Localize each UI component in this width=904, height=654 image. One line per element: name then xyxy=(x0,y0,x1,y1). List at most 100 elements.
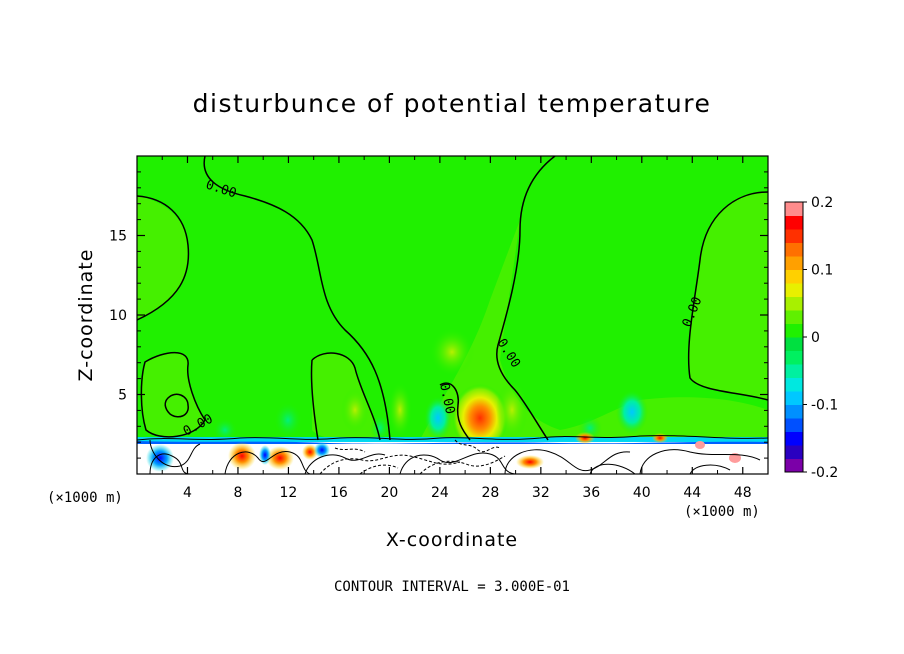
surface-cyan-band xyxy=(137,437,768,442)
colorbar-swatch xyxy=(785,310,803,324)
colorbar-swatch xyxy=(785,364,803,378)
surface-contour-d xyxy=(399,452,516,474)
colorbar-swatch xyxy=(785,337,803,351)
x-axis-label: X-coordinate xyxy=(386,529,518,551)
colorbar-swatch xyxy=(785,391,803,405)
x-tick-label: 40 xyxy=(633,485,651,501)
surface-orange-c xyxy=(302,444,318,460)
surface-orange-e xyxy=(575,432,595,444)
contour-mid-cell-b xyxy=(310,359,319,441)
cool-patch-c xyxy=(274,402,302,438)
colorbar-swatch xyxy=(785,229,803,243)
surface-red-a xyxy=(228,442,256,470)
x-tick-label: 36 xyxy=(582,485,600,501)
x-tick-label: 12 xyxy=(280,485,298,501)
contour-center-plume xyxy=(496,156,556,441)
surface-blue-b xyxy=(259,445,271,465)
x-axis: 4 8 12 16 20 24 28 32 36 40 44 48 xyxy=(161,156,752,501)
surface-pink-g xyxy=(695,441,705,449)
colorbar-swatch xyxy=(785,458,803,473)
contour-center-loop xyxy=(439,382,471,441)
y-tick-label: 5 xyxy=(118,388,127,404)
surface-red-d xyxy=(516,455,544,469)
shade-right-plume xyxy=(688,192,768,400)
warm-side-c xyxy=(341,388,369,432)
surface-contour-b xyxy=(224,451,311,474)
colorbar-tick-label: -0.2 xyxy=(811,465,838,481)
warm-patch xyxy=(430,328,474,376)
cool-patch-b xyxy=(616,390,648,434)
colorbar-tick-label: 0.2 xyxy=(811,195,833,211)
contour-label: 0.00 xyxy=(436,382,457,416)
warm-side-a xyxy=(496,380,528,440)
colorbar-tick-label: 0 xyxy=(811,330,820,346)
y-axis-label: Z-coordinate xyxy=(75,249,97,382)
colorbar-swatch xyxy=(785,215,803,230)
x-tick-label: 32 xyxy=(532,485,550,501)
surface-contour-c xyxy=(304,453,386,474)
contour-interval-note: CONTOUR INTERVAL = 3.000E-01 xyxy=(334,579,570,595)
dashed-contour-e xyxy=(334,447,366,453)
colorbar-swatch xyxy=(785,431,803,446)
dashed-contour-b xyxy=(359,464,399,474)
colorbar-swatch xyxy=(785,256,803,270)
x-tick-label: 24 xyxy=(431,485,449,501)
surface-contour-a xyxy=(149,453,191,474)
colorbar-tick-label: -0.1 xyxy=(811,398,838,414)
colorbar-swatch xyxy=(785,283,803,297)
colorbar-swatch xyxy=(785,404,803,419)
colorbar-swatch xyxy=(785,269,803,284)
x-tick-label: 4 xyxy=(183,485,192,501)
colorbar-swatch xyxy=(785,418,803,432)
shade-upper-left xyxy=(137,196,189,320)
y-axis: 5 10 15 xyxy=(109,171,768,459)
colorbar: 0.2 0.1 0 -0.1 -0.2 xyxy=(784,195,838,481)
x-tick-label: 8 xyxy=(233,485,242,501)
surface-pink-f xyxy=(729,453,741,463)
contour-top-mid xyxy=(203,156,391,441)
surface-contour-i xyxy=(149,439,201,468)
y-tick-label: 15 xyxy=(109,229,127,245)
surface-contours xyxy=(137,435,768,474)
plot-area: 0.00 0.00 0.00 0.00 0.00 xyxy=(137,156,768,474)
surface-contour-e xyxy=(504,449,631,474)
contour-left-cell xyxy=(140,351,206,438)
x-tick-label: 44 xyxy=(683,485,701,501)
surface-blue-band xyxy=(137,441,768,444)
dashed-contours xyxy=(319,439,506,474)
colorbar-swatch xyxy=(785,323,803,338)
anomaly-blobs xyxy=(213,328,648,452)
colorbar-swatch xyxy=(785,202,803,216)
colorbar-swatch xyxy=(785,242,803,257)
surface-contour-f xyxy=(639,449,761,474)
contour-left-small xyxy=(164,393,189,418)
x-tick-label: 20 xyxy=(380,485,398,501)
contour-mid-cell xyxy=(311,352,381,441)
zero-contours xyxy=(137,156,768,441)
colorbar-swatch xyxy=(785,377,803,392)
colorbar-swatch xyxy=(785,445,803,459)
dashed-contour-a xyxy=(319,454,461,474)
y-tick-label: 10 xyxy=(109,308,127,324)
surface-layer xyxy=(137,432,768,474)
contour-right-plume xyxy=(687,191,768,401)
warm-side-b xyxy=(388,382,412,438)
x-tick-label: 16 xyxy=(330,485,348,501)
x-tick-label: 28 xyxy=(481,485,499,501)
cool-patch-a xyxy=(424,396,452,440)
colorbar-swatch xyxy=(785,350,803,365)
x-unit-label: (×1000 m) xyxy=(684,504,760,520)
surface-layer-base xyxy=(137,440,768,474)
surface-blue-c xyxy=(314,442,330,458)
x-tick-label: 48 xyxy=(734,485,752,501)
colorbar-swatch xyxy=(785,296,803,311)
colorbar-tick-label: 0.1 xyxy=(811,263,833,279)
surface-red-h xyxy=(652,433,668,443)
dashed-contour-d xyxy=(454,439,501,453)
surface-contour-top xyxy=(137,435,768,441)
chart-title: disturbunce of potential temperature xyxy=(193,89,712,118)
y-unit-label: (×1000 m) xyxy=(47,490,123,506)
cool-patch-e xyxy=(213,418,237,442)
contour-upper-left xyxy=(137,195,190,321)
